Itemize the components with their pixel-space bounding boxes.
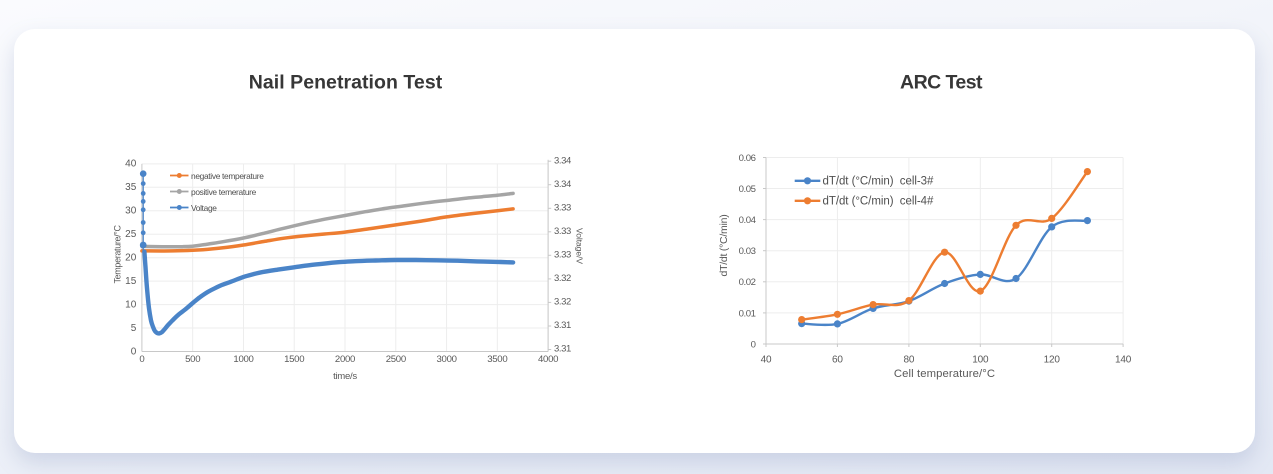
svg-text:500: 500 — [185, 354, 200, 365]
svg-text:35: 35 — [125, 182, 137, 193]
svg-text:3.31: 3.31 — [554, 320, 571, 331]
svg-text:120: 120 — [1044, 354, 1061, 365]
svg-text:3.33: 3.33 — [554, 203, 571, 214]
svg-text:Cell temperature/°C: Cell temperature/°C — [894, 368, 995, 380]
svg-text:3.34: 3.34 — [554, 179, 571, 190]
svg-text:3.34: 3.34 — [554, 155, 571, 166]
svg-text:Temperature/°C: Temperature/°C — [112, 224, 122, 283]
svg-text:3000: 3000 — [437, 354, 457, 365]
svg-text:Voltage: Voltage — [191, 203, 217, 213]
svg-text:time/s: time/s — [333, 371, 357, 382]
svg-text:0: 0 — [139, 354, 144, 365]
svg-text:0: 0 — [131, 346, 137, 357]
svg-text:positive temerature: positive temerature — [191, 187, 257, 197]
svg-text:0.02: 0.02 — [739, 277, 756, 288]
svg-text:negative temperature: negative temperature — [191, 171, 264, 181]
svg-text:0.05: 0.05 — [739, 184, 756, 195]
svg-text:15: 15 — [125, 276, 137, 287]
svg-text:0: 0 — [751, 339, 756, 350]
svg-text:3.32: 3.32 — [554, 273, 571, 284]
svg-text:80: 80 — [904, 354, 915, 365]
svg-text:30: 30 — [125, 206, 137, 217]
svg-text:100: 100 — [972, 354, 989, 365]
svg-text:40: 40 — [761, 354, 772, 365]
svg-text:3.33: 3.33 — [554, 250, 571, 261]
svg-text:60: 60 — [832, 354, 843, 365]
svg-text:0.01: 0.01 — [739, 308, 756, 319]
svg-text:3.33: 3.33 — [554, 226, 571, 237]
svg-text:Nail Penetration Test: Nail Penetration Test — [249, 72, 443, 94]
svg-text:Voltage/V: Voltage/V — [575, 228, 585, 264]
svg-text:3500: 3500 — [487, 354, 507, 365]
svg-text:140: 140 — [1115, 354, 1132, 365]
svg-text:2000: 2000 — [335, 354, 355, 365]
svg-text:dT/dt (°C/min) cell-3#: dT/dt (°C/min) cell-3# — [823, 175, 934, 187]
svg-text:dT/dt (°C/min): dT/dt (°C/min) — [718, 215, 730, 277]
svg-text:5: 5 — [131, 323, 137, 334]
svg-text:3.32: 3.32 — [554, 297, 571, 308]
svg-text:dT/dt (°C/min) cell-4#: dT/dt (°C/min) cell-4# — [823, 195, 934, 207]
svg-text:3.31: 3.31 — [554, 344, 571, 355]
svg-text:10: 10 — [125, 299, 137, 310]
svg-text:40: 40 — [125, 159, 137, 170]
svg-text:1500: 1500 — [284, 354, 304, 365]
svg-text:0.06: 0.06 — [739, 153, 756, 164]
svg-text:2500: 2500 — [386, 354, 406, 365]
svg-text:25: 25 — [125, 229, 137, 240]
svg-text:20: 20 — [125, 253, 137, 264]
svg-text:1000: 1000 — [233, 354, 253, 365]
svg-text:ARC Test: ARC Test — [900, 72, 983, 94]
svg-text:0.03: 0.03 — [739, 246, 756, 257]
svg-text:4000: 4000 — [538, 354, 558, 365]
svg-text:0.04: 0.04 — [739, 215, 757, 226]
